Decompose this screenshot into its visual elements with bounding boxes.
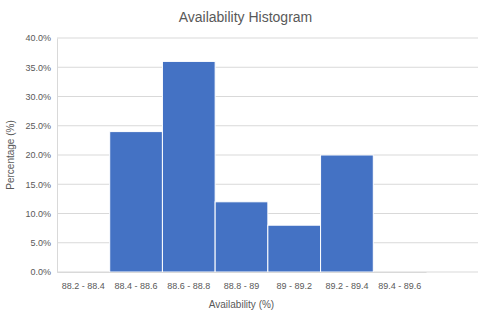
y-tick-label: 5.0%: [30, 238, 51, 248]
grid-line: [57, 96, 478, 97]
x-tick-label: 89.4 - 89.6: [378, 281, 421, 291]
grid: [57, 38, 478, 272]
y-tick: 5.0%: [30, 238, 57, 248]
bar: [268, 225, 321, 272]
x-axis-line: [58, 272, 427, 273]
y-axis-line: [57, 39, 58, 273]
y-tick-label: 30.0%: [25, 92, 51, 102]
x-tick-label: 88.6 - 88.8: [167, 281, 210, 291]
y-tick: 0.0%: [30, 267, 57, 277]
y-tick-label: 0.0%: [30, 267, 51, 277]
x-tick-label: 88.8 - 89: [224, 281, 260, 291]
y-tick: 35.0%: [25, 63, 57, 73]
y-tick-label: 35.0%: [25, 63, 51, 73]
chart: 0.0% 5.0% 10.0% 15.0% 20.0% 25.0% 30.0% 35.0% 40…: [0, 0, 491, 318]
y-tick-label: 20.0%: [25, 150, 51, 160]
bar: [215, 202, 268, 272]
bar: [373, 272, 426, 273]
y-tick-label: 10.0%: [25, 209, 51, 219]
y-tick: 40.0%: [25, 33, 57, 43]
y-axis-title: Percentage (%): [5, 120, 16, 189]
y-tick: 25.0%: [25, 121, 57, 131]
x-tick-labels: 88.2 - 88.4 88.4 - 88.6 88.6 - 88.8 88.8 - …: [62, 281, 421, 291]
y-tick-label: 25.0%: [25, 121, 51, 131]
x-tick-label: 88.2 - 88.4: [62, 281, 105, 291]
bar: [321, 155, 374, 272]
x-tick-label: 89.2 - 89.4: [325, 281, 368, 291]
bar: [110, 132, 163, 272]
bar: [57, 272, 110, 273]
x-axis: [58, 272, 427, 273]
y-tick: 20.0%: [25, 150, 57, 160]
grid-line: [57, 67, 478, 68]
grid-line: [57, 125, 478, 126]
title: Availability Histogram: [179, 9, 313, 25]
y-axis: 0.0% 5.0% 10.0% 15.0% 20.0% 25.0% 30.0% 35.0% 40…: [25, 33, 57, 277]
y-tick-label: 15.0%: [25, 180, 51, 190]
bar: [162, 61, 215, 272]
y-tick: 30.0%: [25, 92, 57, 102]
y-tick-label: 40.0%: [25, 33, 51, 43]
y-tick: 10.0%: [25, 209, 57, 219]
x-tick-label: 88.4 - 88.6: [115, 281, 158, 291]
x-tick-label: 89 - 89.2: [276, 281, 312, 291]
bars: [110, 61, 374, 272]
grid-line: [57, 38, 478, 39]
x-axis-title: Availability (%): [209, 299, 274, 310]
y-tick: 15.0%: [25, 180, 57, 190]
